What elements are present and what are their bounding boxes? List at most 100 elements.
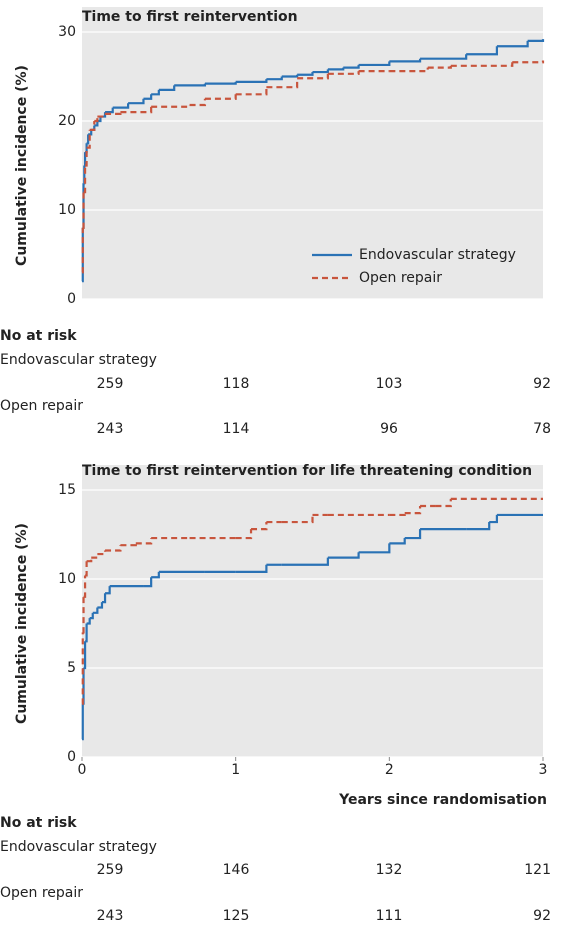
risk-value: 114: [223, 421, 250, 437]
km-step: [82, 192, 85, 229]
risk-value: 125: [223, 908, 250, 924]
km-step: [358, 61, 391, 67]
km-step: [83, 641, 87, 670]
km-step: [435, 498, 452, 508]
risk-value: 111: [376, 908, 403, 924]
km-step: [105, 112, 122, 115]
y-tick-label: 0: [67, 749, 76, 765]
y-tick-label: 10: [58, 571, 76, 587]
km-step: [251, 522, 268, 531]
km-step: [81, 227, 84, 274]
risk-value: 96: [380, 421, 398, 437]
y-axis-label: Cumulative incidence (%): [14, 65, 30, 266]
km-step: [189, 98, 207, 107]
x-tick-label: 0: [78, 762, 87, 778]
km-step: [358, 543, 391, 554]
km-step: [105, 545, 122, 552]
km-step: [151, 89, 160, 96]
x-tick-label: 1: [231, 762, 240, 778]
km-step: [527, 39, 545, 42]
km-step: [105, 107, 114, 114]
chart-title: Time to first reintervention: [82, 9, 298, 25]
risk-row-name: Open repair: [0, 885, 83, 901]
km-step: [489, 514, 498, 524]
km-step: [281, 514, 314, 524]
km-step: [112, 103, 130, 109]
km-step: [151, 571, 160, 579]
km-step: [94, 116, 99, 123]
y-axis-label: Cumulative incidence (%): [14, 523, 30, 724]
km-step: [92, 607, 99, 614]
y-tick-label: 30: [58, 24, 76, 40]
km-step: [235, 529, 253, 540]
km-step: [135, 538, 153, 545]
risk-row-name: Endovascular strategy: [0, 352, 157, 368]
km-step: [85, 623, 88, 643]
km-step: [297, 73, 329, 80]
risk-table-title: No at risk: [0, 815, 77, 831]
km-step: [404, 529, 422, 540]
legend-label: Open repair: [359, 270, 442, 286]
risk-value: 92: [533, 908, 551, 924]
km-step: [89, 612, 94, 620]
km-step: [204, 94, 237, 100]
chart-title: Time to first reintervention for life th…: [82, 463, 532, 479]
km-step: [101, 593, 107, 604]
risk-value: 146: [223, 862, 250, 878]
risk-value: 103: [376, 376, 403, 392]
km-step: [496, 40, 529, 48]
legend-label: Endovascular strategy: [359, 247, 516, 263]
km-step: [466, 46, 498, 56]
km-step: [85, 147, 88, 167]
km-step: [83, 165, 87, 194]
y-tick-label: 10: [58, 202, 76, 218]
km-step: [151, 104, 191, 108]
km-step: [97, 113, 107, 118]
km-step: [327, 552, 360, 559]
risk-value: 118: [223, 376, 250, 392]
km-step: [266, 78, 299, 89]
km-step: [404, 506, 422, 515]
km-step: [86, 618, 91, 625]
km-step: [466, 522, 491, 531]
x-tick-label: 3: [539, 762, 548, 778]
km-step: [389, 67, 429, 73]
y-tick-label: 5: [67, 660, 76, 676]
x-axis-label: Years since randomisation: [338, 792, 547, 808]
km-step: [88, 129, 93, 136]
km-step: [83, 575, 87, 598]
y-tick-label: 20: [58, 113, 76, 129]
km-step: [83, 152, 87, 167]
km-step: [91, 554, 99, 559]
km-step: [86, 557, 93, 563]
km-step: [85, 561, 88, 577]
km-step: [281, 557, 329, 566]
risk-value: 92: [533, 376, 551, 392]
y-tick-label: 15: [58, 482, 76, 498]
y-tick-label: 0: [67, 291, 76, 307]
km-step: [120, 543, 137, 547]
risk-value: 243: [97, 908, 124, 924]
risk-value: 243: [97, 421, 124, 437]
risk-value: 259: [97, 862, 124, 878]
km-step: [158, 85, 176, 91]
km-step: [512, 60, 545, 64]
km-step: [81, 227, 84, 283]
km-step: [389, 538, 406, 545]
plot-background: [82, 465, 543, 757]
km-step: [120, 106, 153, 114]
risk-table-title: No at risk: [0, 328, 77, 344]
km-step: [143, 94, 153, 100]
km-step: [97, 602, 104, 609]
risk-value: 132: [376, 862, 403, 878]
km-step: [450, 62, 514, 67]
risk-row-name: Open repair: [0, 398, 83, 414]
km-step: [86, 134, 90, 145]
risk-value: 78: [533, 421, 551, 437]
km-step: [281, 74, 299, 78]
km-step: [143, 577, 153, 588]
risk-value: 259: [97, 376, 124, 392]
km-step: [86, 129, 91, 149]
km-step: [82, 596, 85, 634]
